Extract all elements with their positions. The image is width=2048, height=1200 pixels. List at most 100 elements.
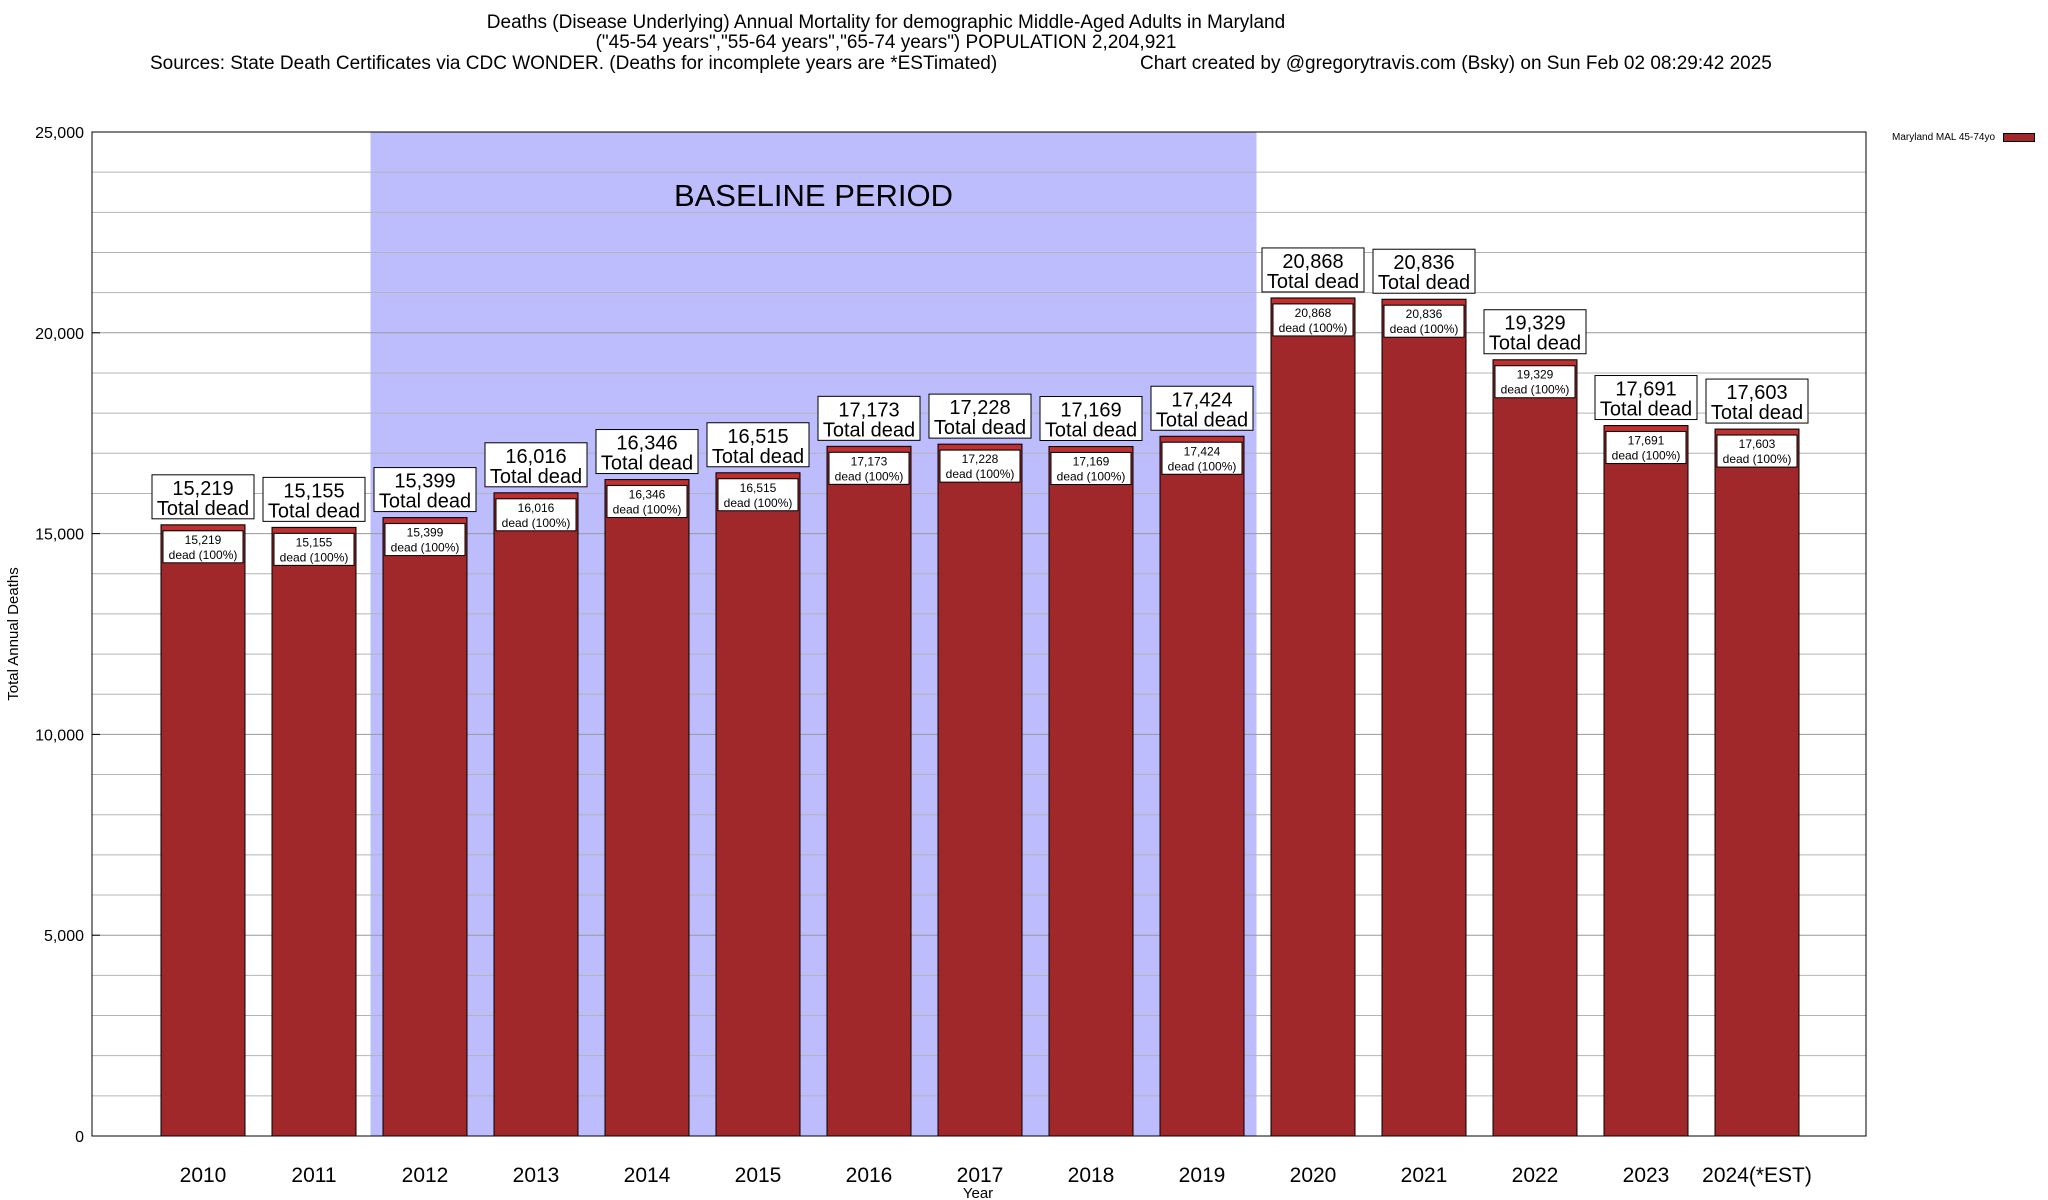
total-value-label: 20,836	[1393, 252, 1454, 274]
inner-label-box	[828, 451, 910, 485]
bar-top-band	[162, 525, 244, 530]
total-value-label: 15,155	[283, 480, 344, 502]
inner-value-label: 20,868	[1295, 306, 1332, 320]
inner-label-box	[1161, 441, 1243, 475]
bar-2022	[1492, 359, 1578, 1137]
bar-top-band	[495, 493, 577, 498]
chart-sources: Sources: State Death Certificates via CD…	[150, 53, 998, 74]
bar-top-band	[273, 528, 355, 533]
inner-label-box	[606, 485, 688, 519]
total-suffix-label: Total dead	[823, 419, 915, 441]
total-suffix-label: Total dead	[1267, 271, 1359, 293]
inner-label-box	[717, 478, 799, 512]
bar-2023	[1603, 425, 1689, 1137]
inner-value-label: 15,399	[407, 526, 444, 540]
chart-subtitle: ("45-54 years","55-64 years","65-74 year…	[595, 32, 1177, 53]
bar-2012	[382, 517, 468, 1137]
bar-2017	[937, 443, 1023, 1137]
total-suffix-label: Total dead	[1600, 399, 1692, 421]
inner-value-label: 16,016	[518, 501, 555, 515]
x-tick-label: 2019	[1179, 1164, 1226, 1187]
bar-2011	[271, 526, 357, 1137]
inner-value-label: 17,173	[851, 454, 888, 468]
inner-label-box	[1605, 431, 1687, 465]
inner-value-label: 17,228	[962, 452, 999, 466]
total-label-box	[151, 474, 255, 520]
x-tick-label: 2020	[1290, 1164, 1337, 1187]
total-label-box	[373, 467, 477, 513]
total-value-label: 17,424	[1171, 389, 1232, 411]
inner-label-box	[1494, 365, 1576, 399]
total-value-label: 16,515	[727, 426, 788, 448]
total-label-box	[484, 442, 588, 488]
inner-label-box	[1272, 303, 1354, 337]
total-suffix-label: Total dead	[934, 417, 1026, 439]
x-tick-label: 2022	[1512, 1164, 1559, 1187]
bar-top-band	[384, 518, 466, 523]
y-tick-label: 10,000	[35, 727, 84, 744]
total-value-label: 20,868	[1282, 251, 1343, 273]
x-tick-label: 2013	[513, 1164, 560, 1187]
plot-border	[91, 131, 1867, 1137]
inner-label-box	[162, 530, 244, 564]
inner-suffix-label: dead (100%)	[1279, 321, 1348, 335]
total-suffix-label: Total dead	[379, 491, 471, 513]
total-suffix-label: Total dead	[490, 466, 582, 488]
bar-top-band	[1050, 447, 1132, 452]
bar-2020	[1270, 297, 1356, 1137]
inner-suffix-label: dead (100%)	[1057, 469, 1126, 483]
bar-top-band	[939, 445, 1021, 450]
bar-top-band	[1161, 437, 1243, 442]
inner-suffix-label: dead (100%)	[1501, 383, 1570, 397]
chart-title: Deaths (Disease Underlying) Annual Morta…	[486, 12, 1286, 33]
bar-2024(*EST)	[1714, 428, 1800, 1137]
inner-suffix-label: dead (100%)	[280, 550, 349, 564]
total-value-label: 16,016	[505, 446, 566, 468]
bar-2018	[1048, 445, 1134, 1137]
x-tick-label: 2015	[735, 1164, 782, 1187]
total-value-label: 15,219	[172, 478, 233, 500]
inner-label-box	[1716, 434, 1798, 468]
total-suffix-label: Total dead	[268, 500, 360, 522]
inner-suffix-label: dead (100%)	[724, 496, 793, 510]
y-tick-label: 25,000	[35, 125, 84, 142]
total-label-box	[817, 395, 921, 441]
inner-value-label: 17,603	[1739, 437, 1776, 451]
inner-suffix-label: dead (100%)	[1168, 459, 1237, 473]
inner-label-box	[273, 532, 355, 566]
total-suffix-label: Total dead	[157, 498, 249, 520]
inner-suffix-label: dead (100%)	[1390, 322, 1459, 336]
x-tick-label: 2012	[402, 1164, 449, 1187]
inner-label-box	[384, 523, 466, 557]
total-label-box	[595, 429, 699, 475]
total-label-box	[1705, 378, 1809, 424]
inner-suffix-label: dead (100%)	[1612, 449, 1681, 463]
bar-top-band	[1494, 360, 1576, 365]
inner-value-label: 17,691	[1628, 434, 1665, 448]
x-tick-label: 2021	[1401, 1164, 1448, 1187]
total-value-label: 17,173	[838, 399, 899, 421]
legend-swatch	[2003, 133, 2036, 142]
x-tick-label: 2017	[957, 1164, 1004, 1187]
bar-top-band	[1272, 298, 1354, 303]
total-value-label: 17,691	[1615, 379, 1676, 401]
legend-label: Maryland MAL 45-74yo	[1892, 132, 1996, 143]
y-tick-label: 0	[75, 1129, 84, 1146]
total-suffix-label: Total dead	[712, 446, 804, 468]
total-suffix-label: Total dead	[1711, 402, 1803, 424]
bar-top-band	[606, 480, 688, 485]
inner-label-box	[939, 449, 1021, 483]
x-tick-label: 2024(*EST)	[1702, 1164, 1812, 1187]
bar-top-band	[1605, 426, 1687, 431]
inner-value-label: 17,424	[1184, 444, 1221, 458]
inner-value-label: 19,329	[1517, 368, 1554, 382]
total-value-label: 17,228	[949, 397, 1010, 419]
chart-legend: Maryland MAL 45-74yo	[1892, 132, 2036, 143]
total-label-box	[1150, 385, 1254, 431]
total-suffix-label: Total dead	[601, 453, 693, 475]
x-tick-label: 2010	[180, 1164, 227, 1187]
bar-top-band	[828, 447, 910, 452]
total-suffix-label: Total dead	[1156, 409, 1248, 431]
total-suffix-label: Total dead	[1045, 419, 1137, 441]
